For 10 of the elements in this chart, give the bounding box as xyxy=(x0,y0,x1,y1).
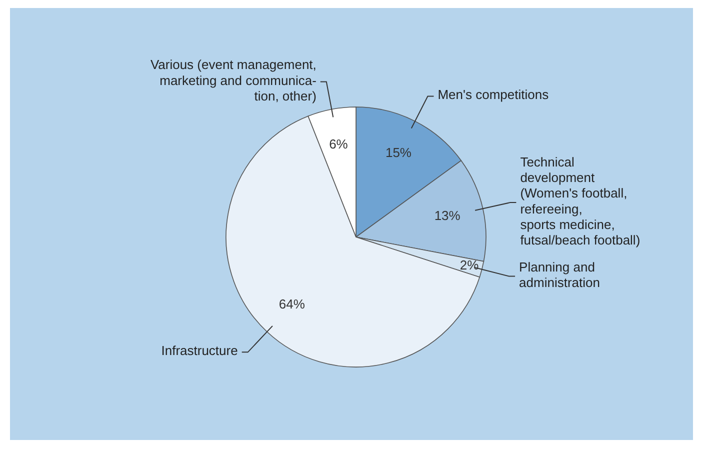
slice-label: Men's competitions xyxy=(438,88,550,103)
data-label: 6% xyxy=(329,136,348,152)
data-label: 13% xyxy=(434,208,461,224)
data-label: 2% xyxy=(460,258,480,273)
slice-label: Various (event management, marketing and communica- tion, other) xyxy=(150,58,316,104)
data-label: 64% xyxy=(278,296,306,312)
slice-label: Infrastructure xyxy=(161,344,238,359)
slice-label: Planning and administration xyxy=(519,260,600,291)
slice-label: Technical development (Women's football, refereeing, sports medicine, futsal/beach football) xyxy=(520,154,640,248)
data-label: 15% xyxy=(385,145,412,160)
